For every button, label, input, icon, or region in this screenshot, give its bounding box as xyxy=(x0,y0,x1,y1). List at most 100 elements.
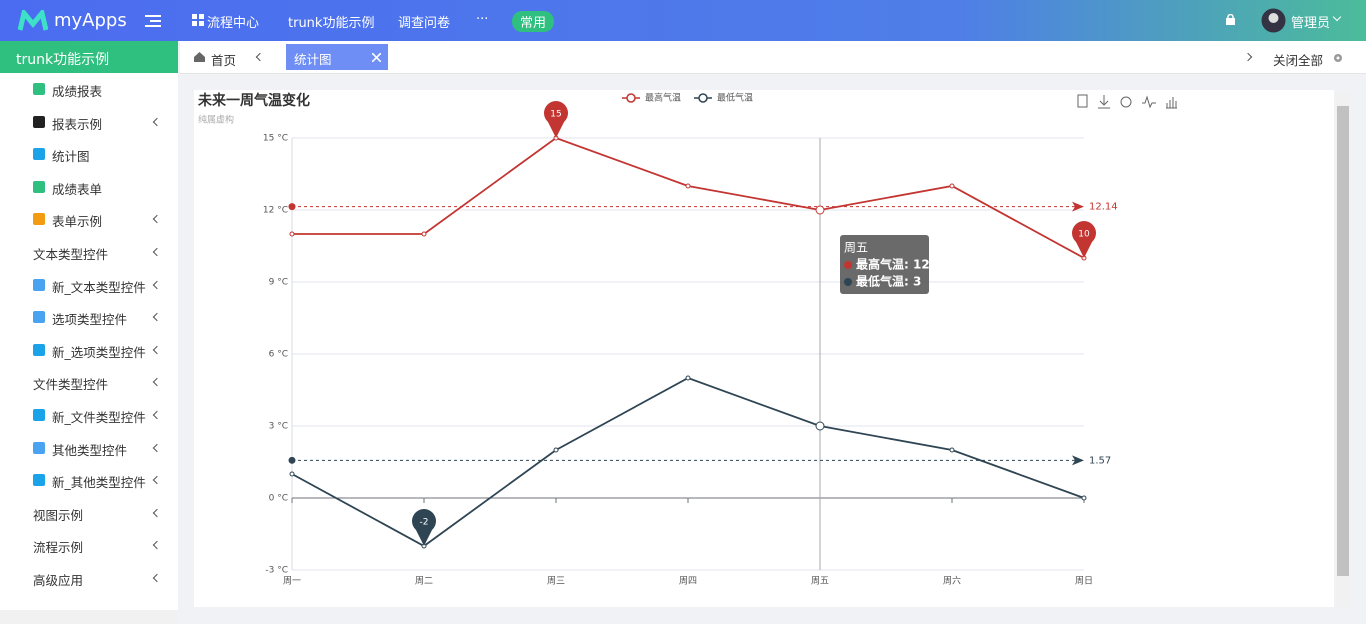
tool-save[interactable] xyxy=(1098,95,1110,109)
menu-item[interactable]: 选项类型控件 xyxy=(0,301,178,333)
legend-item[interactable]: 最高气温 xyxy=(622,92,681,104)
menu-item[interactable]: 统计图 xyxy=(0,138,178,170)
tab-home[interactable]: 首页 xyxy=(211,53,237,68)
menu-item[interactable]: 新_文件类型控件 xyxy=(0,399,178,431)
close-all[interactable]: 关闭全部 xyxy=(1273,53,1324,68)
menu-item[interactable]: 流程示例 xyxy=(0,529,178,561)
mean-line-arrow xyxy=(1072,455,1084,466)
data-point xyxy=(815,205,825,215)
tool-restore[interactable] xyxy=(1120,96,1132,108)
menu-label[interactable]: 新_文本类型控件 xyxy=(52,279,146,295)
h-scrollbar[interactable] xyxy=(0,610,178,624)
x-tick-label: 周二 xyxy=(415,576,433,587)
menu-label[interactable]: 报表示例 xyxy=(52,116,103,132)
menu-toggle[interactable] xyxy=(145,15,161,27)
mean-line-label: 1.57 xyxy=(1089,455,1111,466)
menu-item[interactable]: 视图示例 xyxy=(0,497,178,529)
v-scrollbar[interactable] xyxy=(1336,92,1350,607)
lock-icon[interactable] xyxy=(1226,14,1235,25)
menu-label[interactable]: 成绩报表 xyxy=(52,84,103,99)
menu-item[interactable]: 新_其他类型控件 xyxy=(0,464,178,496)
menu-item[interactable]: 成绩表单 xyxy=(0,171,178,203)
menu-item[interactable]: 高级应用 xyxy=(0,562,178,594)
sidebar-title: trunk功能示例 xyxy=(0,41,178,73)
top-bar: myApps 流程中心 trunk功能示例 调查问卷 ··· 常用 管理员 xyxy=(0,0,1366,41)
data-point xyxy=(421,231,427,237)
menu-label[interactable]: 流程示例 xyxy=(33,540,84,556)
menu-item[interactable]: 文件类型控件 xyxy=(0,366,178,398)
menu-icon xyxy=(33,148,45,161)
tab-active[interactable]: 统计图 xyxy=(286,44,388,70)
menu-icon xyxy=(33,474,45,487)
menu-item[interactable]: 新_选项类型控件 xyxy=(0,334,178,366)
tooltip xyxy=(840,235,929,294)
tooltip-item: 最高气温: 12 xyxy=(856,257,930,272)
data-point xyxy=(289,231,295,237)
menu-icon xyxy=(33,311,45,324)
menu-label[interactable]: 新_文件类型控件 xyxy=(52,410,146,425)
mark-point-label: 10 xyxy=(1078,230,1090,240)
menu-label[interactable]: 新_其他类型控件 xyxy=(52,475,146,491)
x-tick-label: 周五 xyxy=(811,576,829,587)
legend-item[interactable]: 最低气温 xyxy=(694,92,753,104)
nav-item[interactable]: trunk功能示例 xyxy=(288,16,375,31)
y-tick-label: 9 °C xyxy=(269,278,288,288)
tab-bar: 首页 统计图 关闭全部 xyxy=(180,41,1366,74)
menu-item[interactable]: 成绩报表 xyxy=(0,73,178,105)
menu-label[interactable]: 视图示例 xyxy=(33,507,84,523)
nav-item[interactable]: 流程中心 xyxy=(207,16,260,31)
data-point xyxy=(949,183,955,189)
nav-item[interactable]: ··· xyxy=(476,12,489,27)
menu-icon xyxy=(33,180,45,193)
tool-dataview[interactable] xyxy=(1077,94,1088,108)
data-point xyxy=(685,375,691,381)
mark-point xyxy=(1072,221,1096,258)
x-tick-label: 周六 xyxy=(943,575,961,587)
menu-icon xyxy=(33,409,45,421)
nav-item[interactable]: 调查问卷 xyxy=(398,16,451,31)
data-point xyxy=(949,447,955,453)
tooltip-dot xyxy=(844,261,852,269)
nav-badge[interactable]: 常用 xyxy=(512,11,555,32)
menu-item[interactable]: 新_文本类型控件 xyxy=(0,269,178,301)
menu-icon xyxy=(33,441,45,454)
x-tick-label: 周日 xyxy=(1075,576,1093,587)
menu-label[interactable]: 表单示例 xyxy=(52,214,103,230)
mark-point-label: -2 xyxy=(420,518,429,528)
y-tick-label: 0 °C xyxy=(269,494,288,504)
y-tick-label: 12 °C xyxy=(263,206,288,216)
toolbox xyxy=(1077,94,1177,109)
menu-icon xyxy=(33,213,45,226)
menu-icon xyxy=(33,343,45,356)
menu-label[interactable]: 选项类型控件 xyxy=(52,312,128,328)
logo-text[interactable]: myApps xyxy=(54,10,127,31)
menu-label[interactable]: 统计图 xyxy=(52,149,90,165)
menu-item[interactable]: 文本类型控件 xyxy=(0,236,178,268)
menu-label[interactable]: 文件类型控件 xyxy=(33,377,109,393)
tab-active-label[interactable]: 统计图 xyxy=(294,52,332,67)
menu-item[interactable]: 报表示例 xyxy=(0,106,178,138)
data-point xyxy=(553,447,559,453)
menu-label[interactable]: 成绩表单 xyxy=(52,181,103,197)
tool-bar[interactable] xyxy=(1166,97,1177,109)
data-point xyxy=(289,471,295,477)
data-point xyxy=(1081,495,1087,501)
tab-close[interactable] xyxy=(372,53,381,62)
tool-line[interactable] xyxy=(1142,95,1156,109)
avatar[interactable] xyxy=(1261,8,1286,33)
menu-label[interactable]: 新_选项类型控件 xyxy=(52,344,146,360)
settings-icon[interactable] xyxy=(1333,53,1343,63)
menu-label[interactable]: 文本类型控件 xyxy=(33,247,109,262)
legend-marker xyxy=(698,93,708,103)
menu-icon xyxy=(33,83,45,95)
menu-label[interactable]: 其他类型控件 xyxy=(52,442,128,458)
chart-subtitle: 纯属虚构 xyxy=(198,114,234,126)
user-name[interactable]: 管理员 xyxy=(1291,16,1331,31)
menu-label[interactable]: 高级应用 xyxy=(33,573,84,588)
menu-item[interactable]: 其他类型控件 xyxy=(0,432,178,464)
y-tick-label: -3 °C xyxy=(265,566,288,576)
menu-item[interactable]: 表单示例 xyxy=(0,203,178,235)
sidebar: trunk功能示例 成绩报表报表示例统计图成绩表单表单示例文本类型控件新_文本类… xyxy=(0,41,178,624)
